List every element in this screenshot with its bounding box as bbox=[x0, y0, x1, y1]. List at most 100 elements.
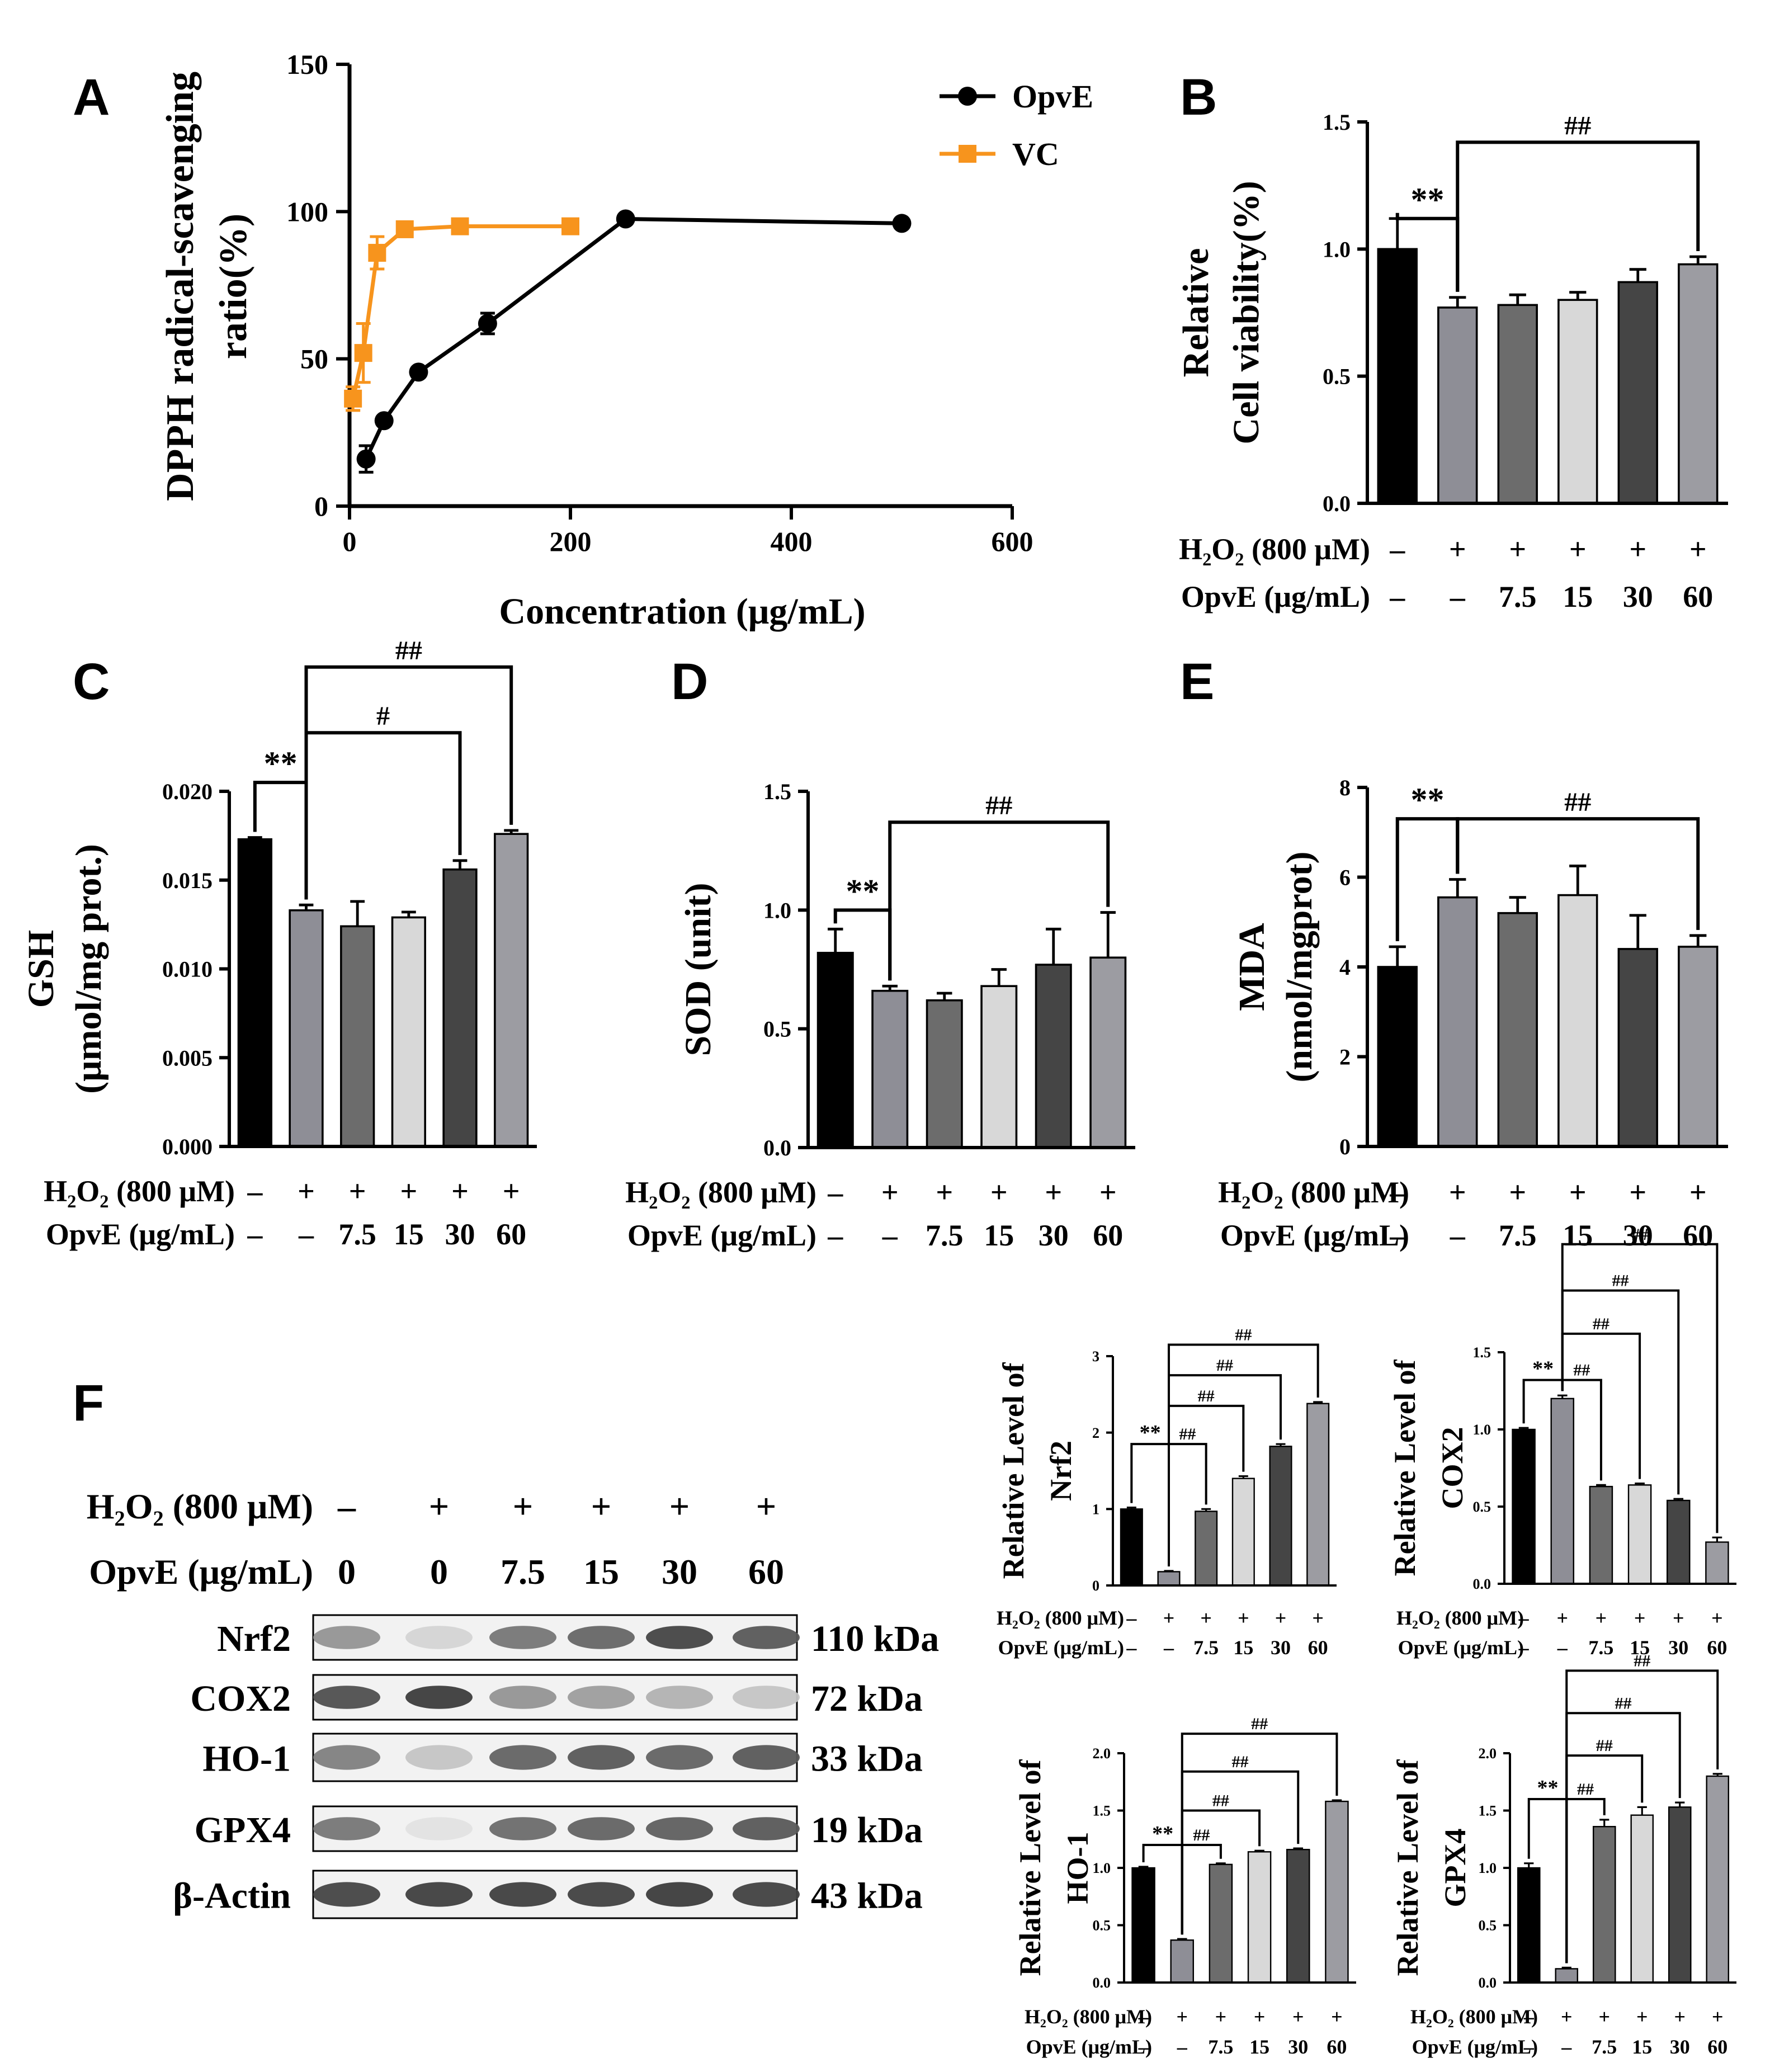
opve-value: 7.5 bbox=[1499, 1219, 1537, 1252]
legend-label-vc: VC bbox=[1012, 136, 1059, 172]
y-tick-label: 8 bbox=[1339, 775, 1351, 800]
h2o2-value: + bbox=[1689, 1176, 1707, 1209]
h2o2-value: – bbox=[247, 1174, 263, 1208]
blot-band bbox=[313, 1686, 380, 1709]
h2o2-value: + bbox=[1099, 1176, 1117, 1209]
significance-label: ## bbox=[1235, 1326, 1252, 1344]
y-tick-label: 1.0 bbox=[1479, 1860, 1497, 1876]
significance-bracket bbox=[1565, 1712, 1681, 1964]
y-tick-label: 0.0 bbox=[1093, 1975, 1111, 1991]
significance-label: ## bbox=[1212, 1792, 1229, 1810]
opve-value: 7.5 bbox=[926, 1219, 964, 1252]
y-axis-label: GPX4 bbox=[1438, 1829, 1472, 1908]
bar bbox=[494, 833, 529, 1148]
significance-label: ## bbox=[1612, 1272, 1629, 1290]
blot-kda-label: 110 kDa bbox=[811, 1618, 939, 1659]
y-tick-label: 0.5 bbox=[1479, 1918, 1497, 1934]
opve-value: 60 bbox=[1093, 1219, 1123, 1252]
opve-value: 60 bbox=[1327, 2036, 1347, 2058]
significance-bracket bbox=[1456, 140, 1700, 292]
opve-row-label: OpvE (μg/mL) bbox=[998, 1636, 1124, 1659]
blot-kda-label: 72 kDa bbox=[811, 1678, 923, 1719]
opve-value: 15 bbox=[394, 1217, 424, 1251]
blot-band bbox=[313, 1817, 380, 1840]
h2o2-value: + bbox=[1598, 2005, 1610, 2028]
opve-value: – bbox=[1126, 1636, 1137, 1659]
opve-value: 15 bbox=[1563, 1219, 1593, 1252]
y-tick-label: 0.5 bbox=[1473, 1499, 1491, 1515]
h2o2-value: – bbox=[827, 1176, 843, 1209]
y-tick-label: 4 bbox=[1339, 955, 1351, 980]
panel-d-sod-chart: 0.0 0.5 1.0 1.5 SOD (unit) ** ## H₂O₂ (800 μM) O… bbox=[625, 779, 1135, 1252]
bar bbox=[871, 989, 909, 1149]
significance-bracket bbox=[1168, 1343, 1319, 1567]
bar bbox=[1269, 1446, 1292, 1587]
significance-label: ## bbox=[1564, 787, 1591, 817]
significance-label: ## bbox=[1198, 1387, 1215, 1405]
h2o2-value: + bbox=[400, 1174, 417, 1208]
data-point-opve bbox=[356, 449, 376, 469]
y-axis-label: (μmol/mg prot.) bbox=[68, 844, 109, 1094]
blot-band bbox=[313, 1745, 380, 1770]
bar bbox=[1497, 304, 1538, 504]
bar bbox=[1589, 1485, 1613, 1585]
bar bbox=[1705, 1541, 1729, 1585]
western-blot: H₂O₂ (800 μM) OpvE (μg/mL)– 0 +0 +7.5 +15 +30 +… bbox=[87, 1486, 939, 1919]
h2o2-value: + bbox=[1509, 532, 1526, 566]
h2o2-value: + bbox=[1509, 1176, 1526, 1209]
y-tick-label: 0 bbox=[314, 490, 328, 522]
blot-opve-value: 30 bbox=[662, 1552, 697, 1592]
bar bbox=[1286, 1848, 1310, 1984]
opve-value: 15 bbox=[1249, 2036, 1269, 2058]
significance-bracket bbox=[1561, 1243, 1719, 1533]
bar bbox=[340, 925, 375, 1148]
opve-value: – bbox=[1450, 1219, 1466, 1252]
bar bbox=[1377, 248, 1418, 504]
opve-row-label: OpvE (μg/mL) bbox=[627, 1219, 816, 1252]
opve-value: – bbox=[1557, 1636, 1568, 1659]
bar bbox=[816, 951, 854, 1149]
legend-marker-vc bbox=[959, 145, 976, 163]
opve-value: 7.5 bbox=[1193, 1636, 1219, 1659]
h2o2-value: + bbox=[1331, 2005, 1343, 2028]
h2o2-value: + bbox=[1689, 532, 1707, 566]
h2o2-value: – bbox=[1126, 1607, 1137, 1629]
h2o2-value: + bbox=[298, 1174, 315, 1208]
data-point-vc bbox=[451, 217, 469, 235]
y-axis-label: Relative Level of bbox=[1391, 1759, 1424, 1976]
panel-letter-c: C bbox=[73, 653, 110, 710]
h2o2-row-label: H₂O₂ (800 μM) bbox=[997, 1607, 1124, 1629]
blot-band bbox=[489, 1882, 556, 1907]
y-axis-label: MDA bbox=[1231, 923, 1272, 1011]
y-tick-label: 100 bbox=[286, 196, 328, 227]
y-tick-label: 1.0 bbox=[1473, 1422, 1491, 1438]
data-point-vc bbox=[395, 220, 414, 238]
blot-band bbox=[313, 1882, 380, 1907]
panel-letter-f: F bbox=[73, 1375, 104, 1432]
bar bbox=[289, 909, 324, 1148]
h2o2-value: + bbox=[936, 1176, 953, 1209]
y-axis-label: Relative Level of bbox=[1013, 1759, 1047, 1976]
significance-label: ** bbox=[1537, 1776, 1559, 1800]
blot-band bbox=[733, 1882, 800, 1907]
h2o2-value: + bbox=[1312, 1607, 1324, 1629]
panel-a-dpph-chart: 0 50 100 150 0 200 400 600 Concentration (μg/mL)… bbox=[159, 49, 1093, 632]
y-axis-label: SOD (unit) bbox=[678, 883, 719, 1056]
h2o2-row-label: H₂O₂ (800 μM) bbox=[1410, 2005, 1538, 2028]
blot-band bbox=[489, 1686, 556, 1709]
blot-kda-label: 33 kDa bbox=[811, 1739, 923, 1780]
data-point-vc bbox=[368, 244, 386, 262]
opve-row-label: OpvE (μg/mL) bbox=[1220, 1219, 1409, 1252]
bar bbox=[1497, 912, 1538, 1148]
h2o2-value: – bbox=[1523, 2005, 1535, 2028]
bar bbox=[237, 838, 272, 1148]
x-tick-label: 200 bbox=[550, 526, 592, 557]
panel-letter-a: A bbox=[73, 69, 110, 126]
opve-row-label: OpvE (μg/mL) bbox=[1181, 580, 1370, 613]
blot-band bbox=[646, 1817, 713, 1840]
y-tick-label: 1.0 bbox=[763, 898, 791, 923]
h2o2-row-label: H₂O₂ (800 μM) bbox=[625, 1176, 816, 1209]
data-point-opve bbox=[616, 209, 635, 229]
opve-row-label: OpvE (μg/mL) bbox=[1398, 1636, 1524, 1659]
significance-label: ## bbox=[1631, 1225, 1648, 1244]
